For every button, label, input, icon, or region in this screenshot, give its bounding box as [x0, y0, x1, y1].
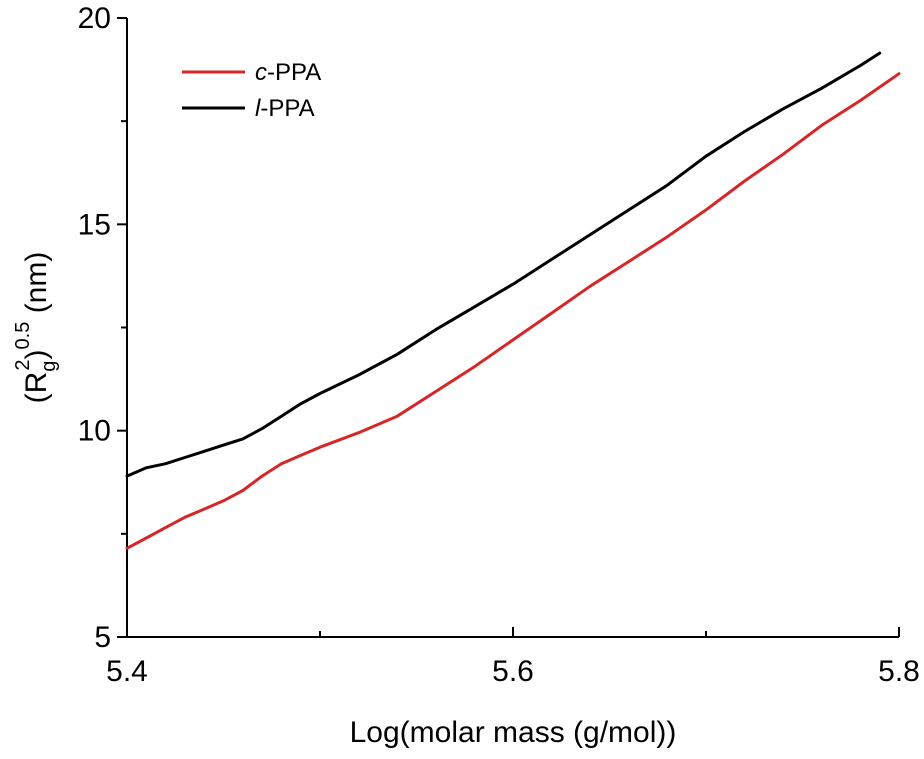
y-tick-label: 20 [78, 2, 111, 35]
y-tick-label: 15 [78, 208, 111, 241]
axes-layer [117, 17, 900, 638]
series-layer [125, 51, 901, 550]
legend-label-l-ppa: l-PPA [255, 95, 315, 122]
legend: c-PPA l-PPA [182, 59, 321, 122]
x-tick-label: 5.8 [878, 655, 920, 688]
axis-labels-layer: 5.4 5.6 5.8 5 10 15 20 Log(molar mass (g/mol)) (… [12, 2, 920, 749]
y-axis-title: (Rg2)0.5 (nm) [12, 252, 60, 404]
legend-label-c-ppa: c-PPA [255, 59, 321, 86]
series-line-c-ppa [125, 72, 901, 550]
y-tick-label: 10 [78, 415, 111, 448]
series-line-l-ppa [125, 51, 882, 478]
x-tick-label: 5.4 [106, 655, 148, 688]
x-axis-title: Log(molar mass (g/mol)) [350, 716, 677, 749]
x-tick-label: 5.6 [492, 655, 534, 688]
y-tick-label: 5 [94, 621, 111, 654]
